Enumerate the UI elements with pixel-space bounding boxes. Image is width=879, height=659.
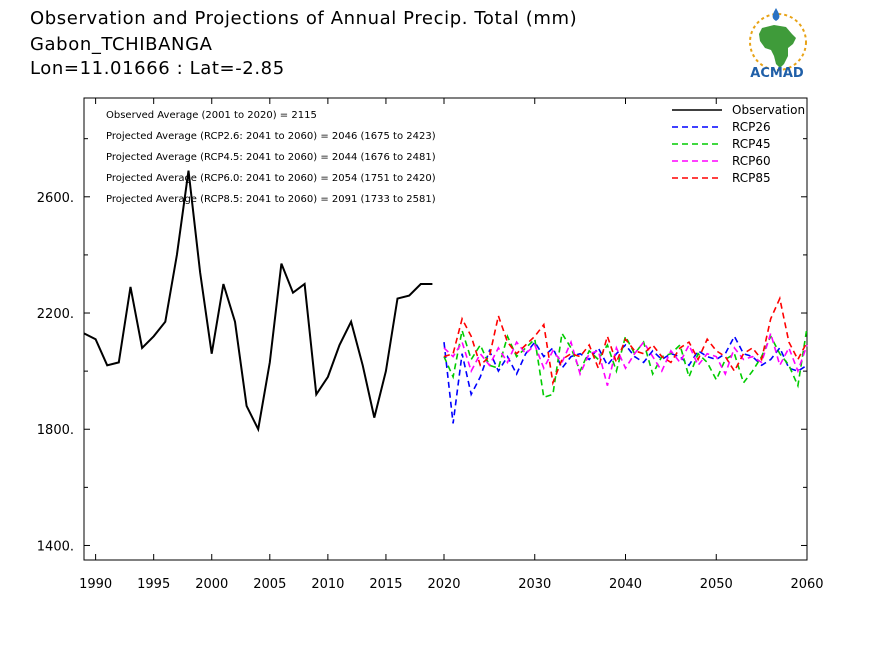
series-line-observation <box>83 170 433 433</box>
legend-label-rcp85: RCP85 <box>732 171 771 185</box>
x-tick-label-2000: 2000 <box>195 577 228 592</box>
chart-series <box>83 170 808 433</box>
series-line-rcp60 <box>443 330 808 386</box>
annotation-4: Projected Average (RCP6.0: 2041 to 2060)… <box>106 173 436 184</box>
x-tick-label-2050: 2050 <box>700 577 733 592</box>
x-tick-label-2005: 2005 <box>253 577 286 592</box>
legend-label-rcp26: RCP26 <box>732 120 771 134</box>
x-tick-label-2030: 2030 <box>518 577 551 592</box>
x-tick-label-1995: 1995 <box>137 577 170 592</box>
legend-label-observation: Observation <box>732 103 805 117</box>
logo-text: ACMAD <box>750 66 804 81</box>
x-tick-label-2015: 2015 <box>369 577 402 592</box>
series-line-rcp26 <box>443 334 808 424</box>
annotation-3: Projected Average (RCP4.5: 2041 to 2060)… <box>106 152 436 163</box>
series-line-rcp45 <box>443 327 808 399</box>
y-tick-label-1400: 1400. <box>37 539 74 554</box>
legend-label-rcp60: RCP60 <box>732 154 771 168</box>
x-tick-label-1990: 1990 <box>79 577 112 592</box>
x-tick-label-2020: 2020 <box>427 577 460 592</box>
x-tick-label-2040: 2040 <box>609 577 642 592</box>
plot-frame <box>83 97 808 561</box>
logo-africa-shape <box>759 25 796 68</box>
logo-droplet <box>772 8 780 21</box>
annotation-2: Projected Average (RCP2.6: 2041 to 2060)… <box>106 131 436 142</box>
legend-label-rcp45: RCP45 <box>732 137 771 151</box>
station-coordinates: Lon=11.01666 : Lat=-2.85 <box>30 58 285 79</box>
station-name: Gabon_TCHIBANGA <box>30 34 213 55</box>
chart-axes: 1990 1995 2000 2005 2010 2015 2020 2030 2040 2050… <box>37 97 824 592</box>
x-tick-label-2010: 2010 <box>311 577 344 592</box>
annotation-5: Projected Average (RCP8.5: 2041 to 2060)… <box>106 194 436 205</box>
series-line-rcp85 <box>443 295 808 386</box>
annotation-1: Observed Average (2001 to 2020) = 2115 <box>106 110 317 121</box>
chart-annotations: Observed Average (2001 to 2020) = 2115 Pr… <box>106 110 436 205</box>
y-tick-label-2200: 2200. <box>37 307 74 322</box>
y-tick-label-1800: 1800. <box>37 423 74 438</box>
logo-sun-rays <box>749 13 807 71</box>
chart-legend: Observation RCP26 RCP45 RCP60 RCP85 <box>672 103 805 185</box>
africa-map-logo-icon <box>749 8 807 71</box>
y-tick-label-2600: 2600. <box>37 191 74 206</box>
x-tick-label-2060: 2060 <box>790 577 823 592</box>
chart-title: Observation and Projections of Annual Pr… <box>30 8 578 29</box>
